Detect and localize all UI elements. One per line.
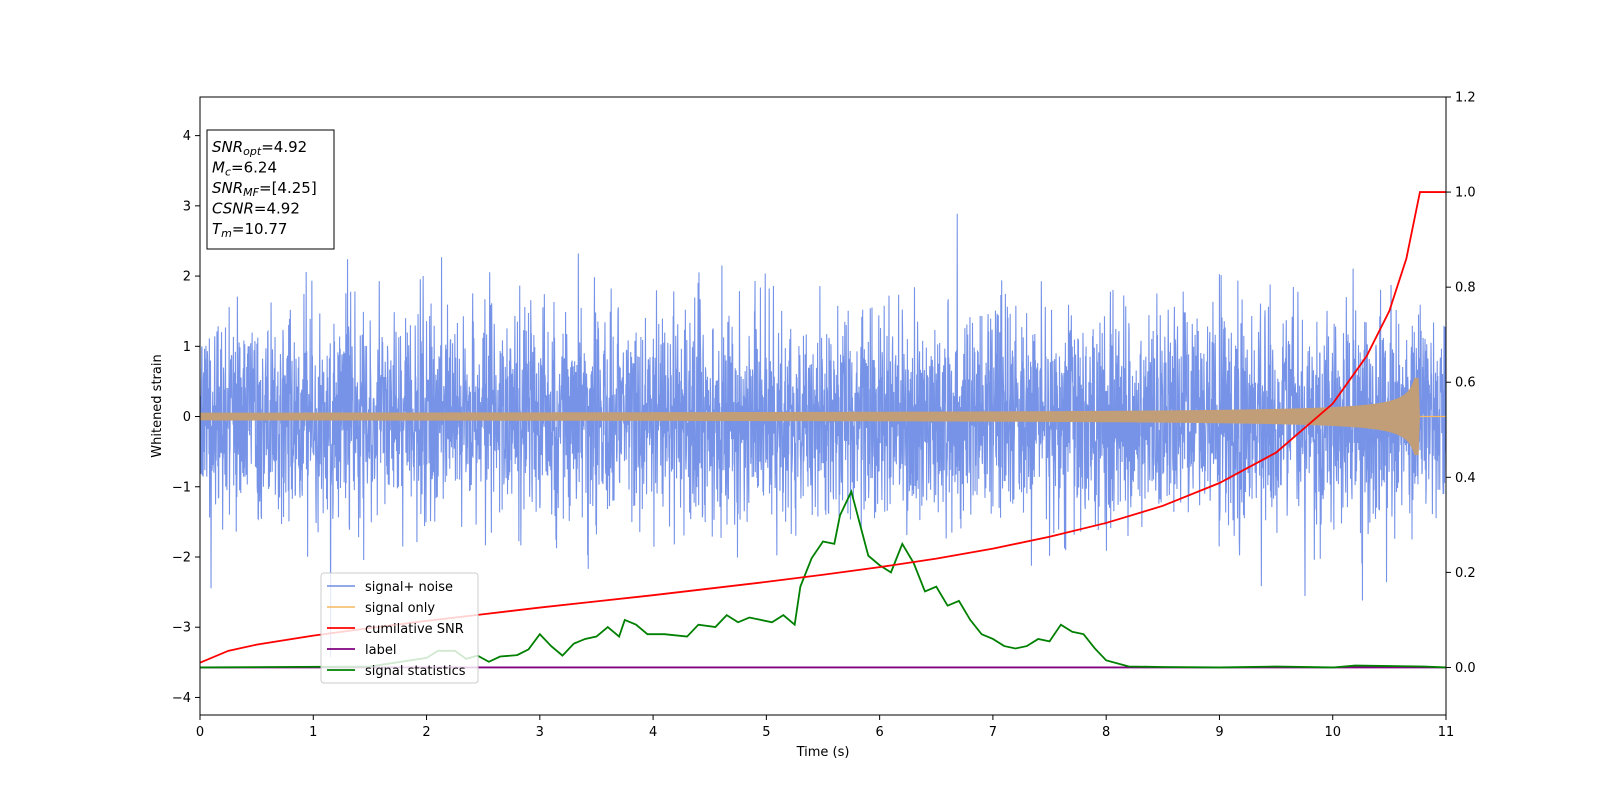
x-axis: 0 1 2 3 4 5 6 7 8 9 10 11 xyxy=(196,715,1454,740)
y-left-tick-label: 4 xyxy=(183,129,191,144)
legend: signal+ noise signal only cumilative SNR la… xyxy=(320,572,479,684)
y-axis-left: −4 −3 −2 −1 0 1 2 3 4 xyxy=(172,129,200,706)
y-right-tick-label: 0.8 xyxy=(1455,281,1476,296)
y-left-tick-label: −3 xyxy=(172,621,191,636)
x-tick-label: 10 xyxy=(1324,725,1341,740)
y-left-tick-label: 1 xyxy=(183,340,191,355)
noise-trace xyxy=(200,213,1446,657)
signal-statistics-line xyxy=(200,488,1446,669)
y-right-tick-label: 0.2 xyxy=(1455,566,1476,581)
y-left-tick-label: 2 xyxy=(183,270,191,285)
x-tick-label: 4 xyxy=(649,725,657,740)
y-right-tick-label: 0.4 xyxy=(1455,471,1476,486)
y-right-tick-label: 0.0 xyxy=(1455,661,1476,676)
x-tick-label: 6 xyxy=(875,725,883,740)
signal-envelope xyxy=(200,377,1420,456)
legend-entry: signal+ noise xyxy=(365,580,453,595)
y-axis-right: 0.0 0.2 0.4 0.6 0.8 1.0 1.2 xyxy=(1446,91,1476,676)
x-tick-label: 11 xyxy=(1438,725,1455,740)
x-tick-label: 3 xyxy=(536,725,544,740)
legend-entry: cumilative SNR xyxy=(365,622,464,637)
x-axis-label: Time (s) xyxy=(796,745,850,760)
y-right-tick-label: 0.6 xyxy=(1455,376,1476,391)
x-tick-label: 0 xyxy=(196,725,204,740)
info-line: SNRopt=4.92 xyxy=(212,138,307,158)
legend-entry: signal only xyxy=(365,601,435,616)
y-axis-label: Whitened strain xyxy=(150,354,165,457)
info-line: SNRMF=[4.25] xyxy=(212,179,317,199)
x-tick-label: 9 xyxy=(1215,725,1223,740)
info-line: Tm=10.77 xyxy=(212,220,287,240)
y-right-tick-label: 1.2 xyxy=(1455,91,1476,106)
y-left-tick-label: 0 xyxy=(183,410,191,425)
y-left-tick-label: −2 xyxy=(172,550,191,565)
info-box-frame xyxy=(206,129,335,250)
info-line: Mc=6.24 xyxy=(212,159,277,179)
signal-series xyxy=(200,377,1446,456)
y-right-tick-label: 1.0 xyxy=(1455,186,1476,201)
legend-entry: signal statistics xyxy=(365,664,466,679)
x-tick-label: 5 xyxy=(762,725,770,740)
y-left-tick-label: −4 xyxy=(172,691,191,706)
x-tick-label: 8 xyxy=(1102,725,1110,740)
noise-series xyxy=(200,213,1446,657)
y-left-tick-label: 3 xyxy=(183,199,191,214)
legend-entry: label xyxy=(365,643,396,658)
x-tick-label: 2 xyxy=(422,725,430,740)
info-line: CSNR=4.92 xyxy=(212,200,300,218)
legend-frame xyxy=(320,572,479,684)
x-tick-label: 1 xyxy=(309,725,317,740)
x-tick-label: 7 xyxy=(989,725,997,740)
plot-frame xyxy=(199,96,1447,716)
y-left-tick-label: −1 xyxy=(172,480,191,495)
